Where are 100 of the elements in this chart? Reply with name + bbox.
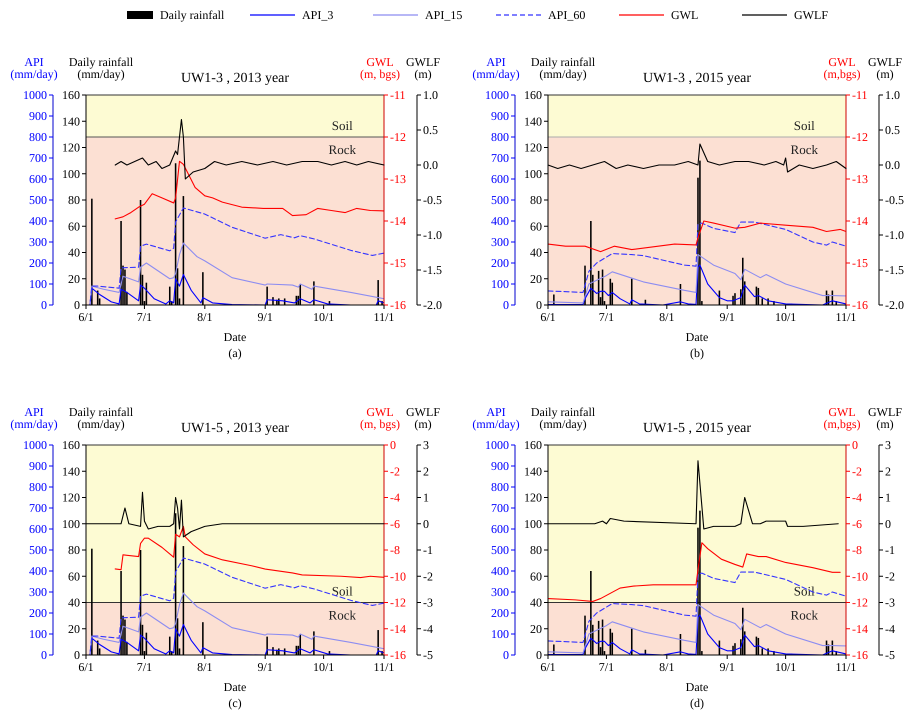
x-tick-label: 11/1: [836, 310, 856, 324]
y-tick-label: 300: [29, 235, 47, 250]
legend-label: API_3: [302, 8, 334, 22]
y-tick-label: 600: [29, 172, 47, 186]
y3-tick-label: -13: [852, 172, 868, 186]
y-tick-label: 800: [491, 480, 509, 494]
y-tick-label: 900: [491, 459, 509, 474]
x-tick-label: 6/1: [540, 310, 556, 324]
y-tick-label: 1000: [485, 88, 509, 102]
y-tick-label: -0.5: [423, 193, 442, 208]
y2-tick-label: 140: [62, 464, 80, 478]
y2-tick-label: 60: [530, 569, 542, 584]
x-tick-label: 8/1: [197, 660, 212, 674]
y3-axis-title: GWL (m,bgs): [824, 55, 860, 81]
y-tick-label: -2.0: [885, 298, 904, 312]
y2-tick-label: 40: [68, 246, 80, 260]
x-tick-label: 10/1: [312, 310, 334, 324]
y2-axis-title: Daily rainfall (mm/day): [530, 55, 596, 81]
y3-tick-label: -4: [390, 490, 400, 505]
y3-tick-label: -14: [390, 622, 406, 636]
x-tick-label: 7/1: [136, 310, 152, 324]
text: GWLF: [794, 8, 828, 22]
y-tick-label: 3: [423, 438, 429, 452]
x-tick-label: 7/1: [598, 310, 614, 324]
y2-tick-label: 140: [524, 114, 542, 128]
y2-tick-label: 100: [524, 516, 542, 531]
y3-tick-label: -10: [390, 569, 406, 584]
y2-axis-title: Daily rainfall (mm/day): [68, 405, 134, 431]
legend-label: API_15: [425, 8, 462, 22]
y-tick-label: 600: [491, 172, 509, 186]
y3-tick-label: -4: [852, 490, 862, 505]
text: (b): [690, 346, 704, 360]
y-tick-label: 200: [491, 256, 509, 270]
y3-tick-label: -6: [852, 516, 862, 531]
y-tick-label: -1.0: [423, 228, 442, 242]
text: GWLF: [406, 55, 440, 69]
y2-tick-label: 60: [530, 219, 542, 234]
y-tick-label: 400: [29, 564, 47, 578]
y3-tick-label: -12: [852, 130, 868, 144]
y3-tick-label: -11: [852, 88, 868, 102]
y3-tick-label: -11: [390, 88, 406, 102]
y-tick-label: 0: [503, 648, 509, 662]
y3-tick-label: -2: [390, 464, 400, 478]
y-tick-label: 0: [503, 298, 509, 312]
y3-tick-label: -2: [852, 464, 862, 478]
y3-tick-label: -13: [390, 172, 406, 186]
y-tick-label: 500: [29, 543, 47, 558]
y2-tick-label: 140: [62, 114, 80, 128]
x-tick-label: 11/1: [374, 310, 394, 324]
y-tick-label: -1.5: [885, 263, 904, 278]
y3-tick-label: -8: [852, 543, 862, 558]
text: (m): [414, 67, 432, 81]
band-label: Rock: [328, 608, 356, 622]
y3-tick-label: -14: [390, 214, 406, 228]
y2-tick-label: 160: [524, 438, 542, 452]
y-tick-label: 1.0: [423, 88, 438, 102]
x-axis-title: Date: [686, 680, 708, 694]
y-tick-label: 200: [29, 606, 47, 620]
y-tick-label: -5: [885, 648, 895, 662]
chart-title: UW1-3 , 2013 year: [180, 71, 290, 86]
y-tick-label: 300: [491, 585, 509, 600]
y3-tick-label: -10: [852, 569, 868, 584]
x-tick-label: 9/1: [258, 310, 273, 324]
y2-tick-label: 160: [62, 438, 80, 452]
x-tick-label: 7/1: [136, 660, 152, 674]
y-tick-label: -2: [885, 569, 895, 584]
x-tick-label: 11/1: [836, 660, 856, 674]
y-tick-label: 200: [491, 606, 509, 620]
band-label: Soil: [794, 118, 816, 133]
y2-tick-label: 120: [62, 490, 80, 505]
band-label: Soil: [794, 584, 816, 598]
x-tick-label: 8/1: [659, 310, 674, 324]
y-tick-label: 1.0: [885, 88, 900, 102]
x-tick-label: 6/1: [540, 660, 556, 674]
x-tick-label: 10/1: [774, 310, 796, 324]
x-tick-label: 11/1: [374, 660, 394, 674]
y2-tick-label: 60: [68, 219, 80, 234]
y3-tick-label: -16: [390, 648, 406, 662]
y2-tick-label: 80: [530, 193, 542, 208]
band-label: Rock: [790, 142, 818, 157]
y2-tick-label: 160: [62, 88, 80, 102]
y-tick-label: 300: [29, 585, 47, 600]
x-axis-title: Date: [224, 330, 246, 344]
y-tick-label: 400: [491, 564, 509, 578]
y-tick-label: 800: [29, 480, 47, 494]
y2-tick-label: 0: [74, 298, 80, 312]
y-tick-label: -3: [423, 596, 433, 610]
y-tick-label: 0.5: [423, 123, 438, 138]
y2-tick-label: 80: [68, 543, 80, 558]
y-tick-label: -1: [885, 543, 895, 558]
y-tick-label: 700: [491, 501, 509, 516]
y-tick-label: 800: [29, 130, 47, 144]
y-tick-label: 3: [885, 438, 891, 452]
y-tick-label: 1000: [23, 438, 47, 452]
y-tick-label: 0: [41, 648, 47, 662]
y-tick-label: 900: [29, 459, 47, 474]
y-tick-label: 500: [491, 543, 509, 558]
y-tick-label: 300: [491, 235, 509, 250]
x-tick-label: 6/1: [78, 310, 94, 324]
y-axis-title: API (mm/day): [10, 405, 58, 431]
